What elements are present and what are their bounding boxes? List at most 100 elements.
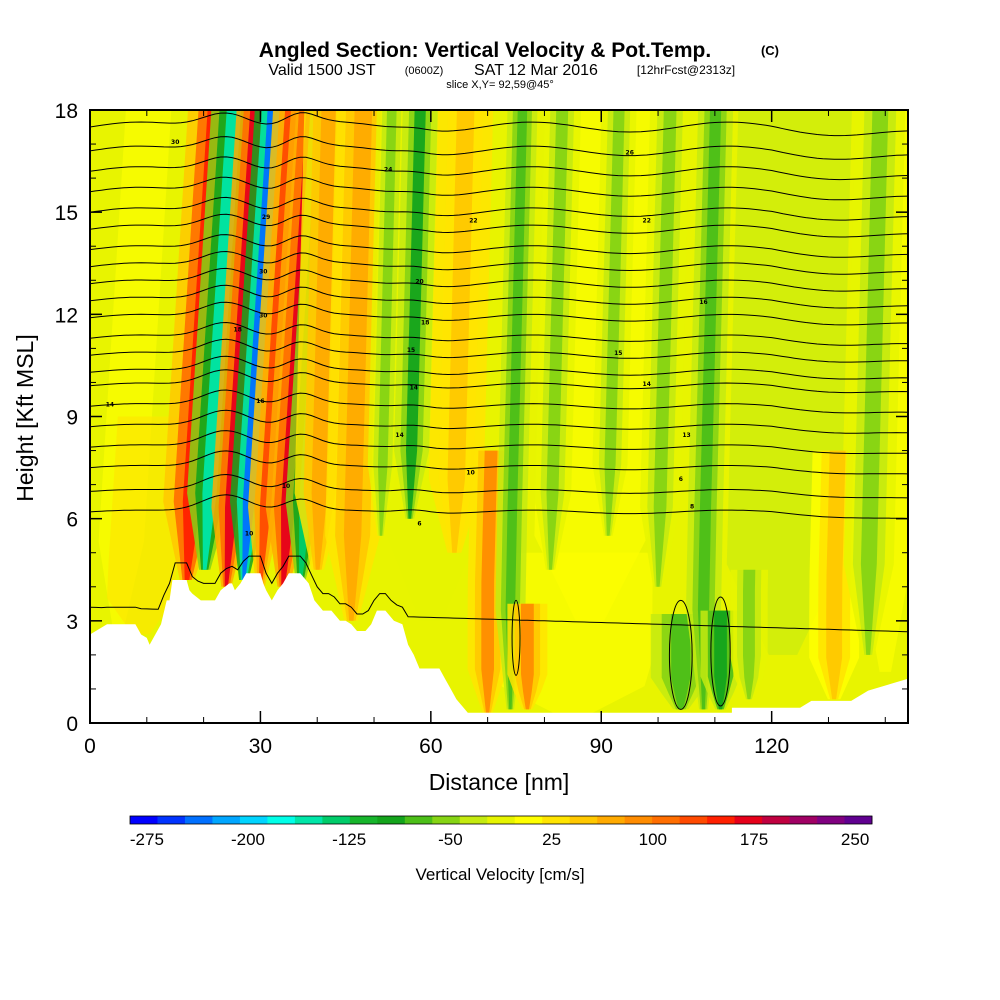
isentrope-line-9: [90, 321, 908, 346]
colorbar-swatch-13: [487, 816, 516, 824]
isentrope-line-0: [90, 494, 908, 519]
contour-label-5: 18: [234, 326, 242, 333]
isentrope-line-6: [90, 369, 908, 394]
colorbar: -275 -200 -125 -50 25 100 175 250: [129, 815, 873, 849]
contour-label-3: 30: [259, 269, 267, 276]
colorbar-swatch-8: [349, 816, 378, 824]
forecast-label: [12hrFcst@2313z]: [637, 63, 735, 77]
colorbar-swatch-16: [569, 816, 598, 824]
x-axis-label: Distance [nm]: [429, 769, 570, 795]
colorbar-swatch-17: [597, 816, 626, 824]
contour-label-1: 30: [171, 139, 179, 146]
contour-label-14: 14: [395, 432, 403, 439]
colorbar-swatch-3: [212, 816, 241, 824]
colorbar-swatch-12: [459, 816, 488, 824]
y-tick-label-6: 18: [55, 100, 78, 123]
x-tick-label-0: 0: [84, 735, 96, 758]
isentrope-line-17: [90, 176, 908, 201]
colorbar-swatch-7: [322, 816, 351, 824]
contour-label-24: 6: [679, 476, 683, 483]
x-tick-label-2: 60: [419, 735, 442, 758]
potential-temperature-contours: [90, 112, 908, 710]
colorbar-swatch-23: [762, 816, 790, 824]
isentrope-line-8: [90, 338, 908, 363]
isentrope-line-5: [90, 389, 908, 414]
contour-label-18: 26: [626, 149, 634, 156]
colorbar-tick-label-0: -275: [130, 830, 164, 849]
colorbar-frame: [129, 815, 873, 825]
isentrope-line-19: [90, 136, 908, 160]
velocity-band-9-core: [378, 110, 397, 536]
colorbar-swatch-4: [239, 816, 268, 824]
colorbar-swatch-26: [844, 816, 873, 824]
x-tick-label-3: 90: [590, 735, 613, 758]
contour-label-13: 14: [410, 384, 418, 391]
isentrope-line-3: [90, 430, 908, 454]
isentrope-line-7: [90, 355, 908, 380]
velocity-band-12-core: [481, 450, 498, 713]
contour-label-17: 6: [417, 521, 421, 528]
velocity-band-11-core: [447, 110, 475, 553]
contour-label-4: 30: [259, 313, 267, 320]
isentrope-line-18: [90, 156, 908, 181]
colorbar-swatch-21: [707, 816, 735, 824]
contour-label-23: 13: [682, 432, 690, 439]
axes: 0 30 60 90 120 0 3 6 9 12 15 18: [55, 100, 908, 758]
colorbar-tick-label-3: -50: [438, 830, 463, 849]
velocity-band-20-core: [714, 610, 727, 710]
x-tick-label-1: 30: [249, 735, 272, 758]
contour-label-12: 15: [407, 347, 415, 354]
isentrope-line-20: [90, 112, 908, 137]
velocity-band-7-core: [311, 110, 338, 570]
velocity-band-13-core: [505, 110, 528, 710]
colorbar-tick-label-1: -200: [231, 830, 265, 849]
velocity-band-22-core: [826, 450, 846, 700]
colorbar-swatch-2: [184, 816, 213, 824]
isentrope-line-13: [90, 250, 908, 275]
y-tick-label-3: 9: [66, 407, 78, 430]
velocity-band-10-core: [406, 110, 426, 519]
isentrope-line-11: [90, 284, 908, 309]
y-tick-label-5: 15: [55, 202, 78, 225]
contour-label-19: 22: [643, 217, 651, 224]
x-tick-label-4: 120: [754, 735, 789, 758]
contour-label-11: 18: [421, 320, 429, 327]
y-tick-label-2: 6: [66, 509, 78, 532]
colorbar-title: Vertical Velocity [cm/s]: [415, 865, 584, 884]
colorbar-swatch-20: [679, 816, 708, 824]
isentrope-line-4: [90, 409, 908, 434]
colorbar-tick-label-5: 100: [639, 830, 667, 849]
colorbar-swatch-0: [130, 816, 158, 824]
colorbar-swatch-14: [514, 816, 543, 824]
valid-date-label: SAT 12 Mar 2016: [474, 62, 598, 79]
velocity-band-15-core: [546, 110, 569, 570]
chart-title-mark: (C): [761, 43, 779, 58]
isentrope-line-1: [90, 473, 908, 499]
contour-label-21: 15: [614, 350, 622, 357]
closed-contour-1: [668, 599, 693, 710]
colorbar-tick-label-2: -125: [332, 830, 366, 849]
contour-label-8: 10: [245, 531, 253, 538]
velocity-band-23-core: [860, 110, 889, 655]
contour-label-15: 22: [469, 217, 477, 224]
valid-zulu-label: (0600Z): [405, 65, 444, 77]
colorbar-swatch-9: [377, 816, 406, 824]
contour-labels: 14 30 29 30 30 18 16 10 10 24 20 18 15 14 14 22 10 6 26 22 1…: [106, 139, 708, 538]
colorbar-swatch-1: [157, 816, 186, 824]
colorbar-swatch-10: [404, 816, 433, 824]
y-tick-label-1: 3: [66, 611, 78, 634]
isentrope-line-16: [90, 196, 908, 221]
velocity-band-8-core: [343, 110, 373, 621]
contour-label-9: 24: [384, 166, 392, 173]
chart-title: Angled Section: Vertical Velocity & Pot.…: [259, 39, 711, 62]
colorbar-swatch-6: [294, 816, 323, 824]
isentrope-line-low: [90, 555, 908, 633]
colorbar-swatch-15: [542, 816, 571, 824]
velocity-band-19-core: [697, 110, 722, 710]
colorbar-swatch-19: [652, 816, 681, 824]
closed-contour-2: [710, 596, 731, 707]
vertical-velocity-field: [98, 110, 908, 713]
colorbar-swatch-22: [734, 816, 763, 824]
colorbar-swatch-5: [267, 816, 296, 824]
